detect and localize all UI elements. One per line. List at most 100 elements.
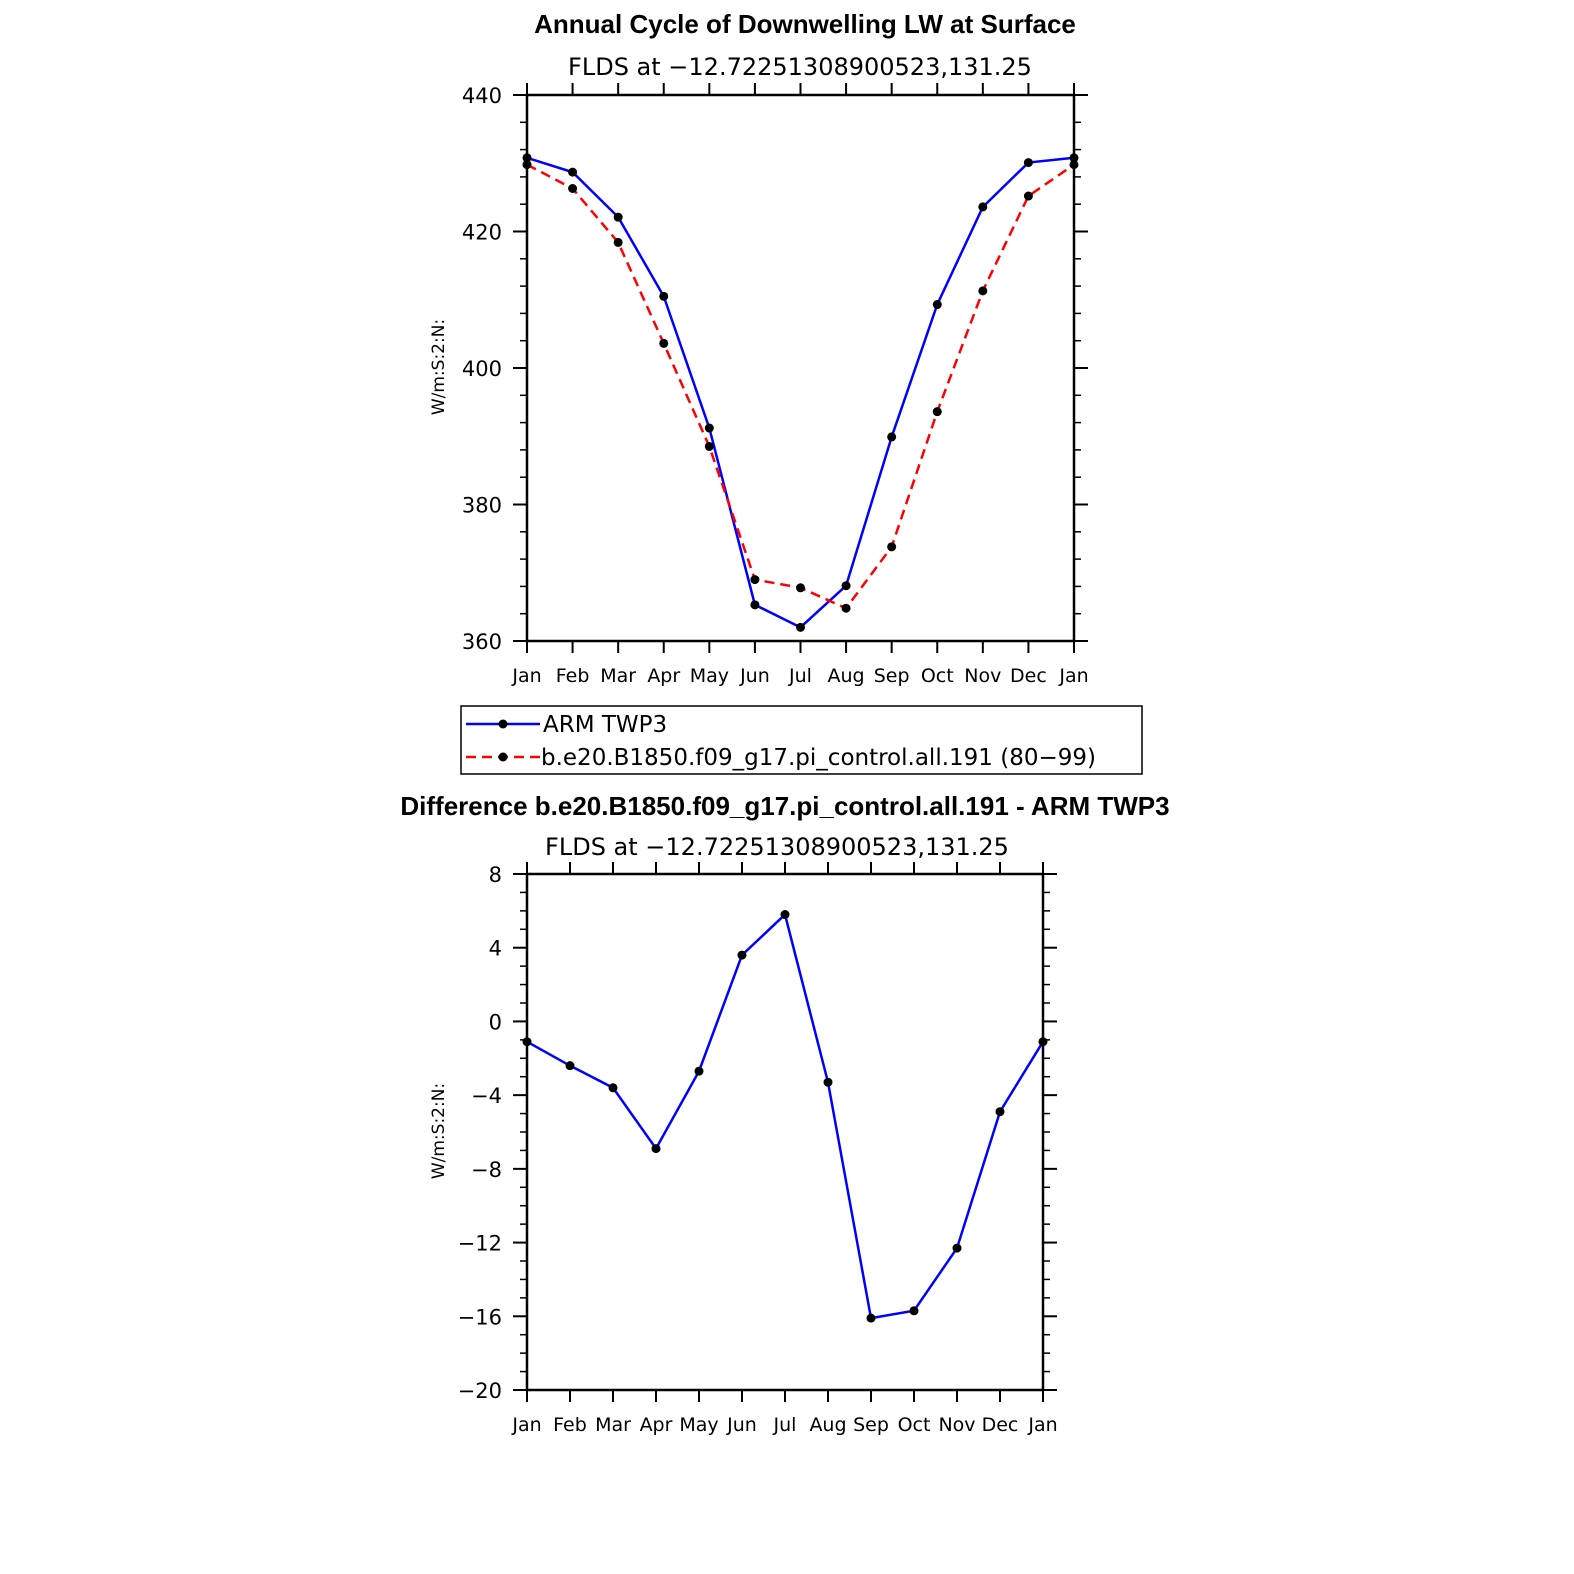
data-point-series1 [796,583,805,593]
data-point-series0 [866,1313,876,1323]
x-tick-label: May [690,665,729,687]
y-tick-label: −20 [458,1379,502,1403]
data-point-series1 [704,441,714,451]
series-line-0 [526,912,1045,1320]
data-point-series1 [568,184,578,194]
data-point-series1 [1069,160,1079,170]
axes-frame: Jan Feb Mar Apr May Jun Jul Aug Sep Oct Nov Dec Jan 3… [462,83,1089,687]
data-point-series0 [887,432,897,442]
x-tick-label: Dec [1010,665,1047,687]
series-line-1 [526,163,1075,610]
y-tick-label: 4 [489,937,502,961]
data-point-series1 [659,338,669,348]
data-point-series0 [704,423,714,433]
data-point-series1 [887,542,897,552]
legend-entry-arm: ARM TWP3 [543,712,667,738]
data-point-series0 [841,581,851,591]
chart-subtitle: FLDS at −12.72251308900523,131.25 [545,833,1009,861]
data-point-series1 [1023,191,1033,201]
legend-entry-model: b.e20.B1850.f09_g17.pi_control.all.191 (… [541,745,1096,771]
x-tick-label: Nov [964,665,1001,687]
data-point-series0 [613,212,623,222]
data-point-series0 [1038,1037,1048,1047]
y-tick-label: −8 [471,1158,502,1182]
y-tick-label: 420 [462,221,502,245]
data-point-series0 [737,950,747,960]
data-point-series0 [694,1066,704,1076]
x-tick-label: Mar [600,665,636,687]
x-tick-label: Jan [1027,1414,1057,1436]
x-tick-label: Dec [982,1414,1019,1436]
data-point-series0 [750,600,760,610]
y-tick-label: 440 [462,84,502,108]
legend-box [460,705,1143,775]
x-tick-label: Jun [726,1414,757,1436]
x-tick-label: Sep [874,665,910,687]
y-tick-label: 400 [462,357,502,381]
data-point-series0 [1069,153,1079,163]
data-point-series1 [613,237,623,247]
x-tick-label: Aug [809,1414,846,1436]
data-point-series0 [978,202,988,212]
data-point-series1 [978,286,988,296]
data-point-series0 [522,153,532,163]
x-tick-label: Jul [788,665,812,687]
x-tick-label: Feb [556,665,590,687]
data-point-series0 [565,1061,575,1071]
series-group [522,153,1079,632]
data-point-series0 [608,1083,618,1093]
data-point-series0 [796,622,805,632]
data-point-series0 [1023,158,1033,168]
x-tick-label: Jan [511,665,541,687]
y-tick-label: 0 [489,1010,502,1034]
difference-chart: Difference b.e20.B1850.f09_g17.pi_contro… [400,791,1169,1436]
data-point-series0 [909,1306,919,1316]
x-tick-label: Aug [828,665,865,687]
y-axis-label: W/m:S:2:N: [429,1083,449,1179]
x-tick-label: Feb [553,1414,587,1436]
legend-marker-model [498,752,508,762]
chart-subtitle: FLDS at −12.72251308900523,131.25 [568,53,1032,81]
chart-title: Difference b.e20.B1850.f09_g17.pi_contro… [400,791,1169,821]
y-tick-label: −16 [458,1305,502,1329]
data-point-series1 [932,407,942,417]
y-tick-label: −4 [471,1084,502,1108]
y-tick-label: 380 [462,494,502,518]
legend-marker-arm [498,719,508,729]
data-point-series0 [568,167,578,177]
data-point-series1 [522,160,532,170]
data-point-series0 [780,910,790,920]
data-point-series0 [659,291,669,301]
y-tick-label: 360 [462,630,502,654]
data-point-series0 [823,1077,833,1087]
x-tick-label: Mar [595,1414,631,1436]
data-point-series0 [952,1243,962,1253]
y-tick-label: −12 [458,1232,502,1256]
x-tick-label: Jan [1058,665,1088,687]
data-point-series1 [841,603,851,613]
x-tick-label: Jun [739,665,770,687]
x-tick-label: Jul [773,1414,797,1436]
chart-title: Annual Cycle of Downwelling LW at Surfac… [534,9,1076,39]
x-tick-label: Apr [647,665,680,687]
x-tick-label: Jan [511,1414,541,1436]
annual-cycle-chart: Annual Cycle of Downwelling LW at Surfac… [429,9,1089,687]
y-tick-label: 8 [489,863,502,887]
data-point-series0 [995,1107,1005,1117]
y-axis-label: W/m:S:2:N: [429,319,449,415]
x-tick-label: May [679,1414,718,1436]
data-point-series1 [750,575,760,585]
x-tick-label: Nov [938,1414,975,1436]
data-point-series0 [522,1037,532,1047]
series-group [522,910,1048,1323]
x-tick-label: Oct [921,665,954,687]
x-tick-label: Oct [898,1414,931,1436]
axes-frame: Jan Feb Mar Apr May Jun Jul Aug Sep Oct Nov Dec Jan−… [458,862,1058,1436]
data-point-series0 [651,1144,661,1154]
x-tick-label: Sep [853,1414,889,1436]
series-line-0 [526,156,1075,629]
legend: ARM TWP3 b.e20.B1850.f09_g17.pi_control.… [460,705,1143,775]
plot-frame [525,872,1045,1392]
